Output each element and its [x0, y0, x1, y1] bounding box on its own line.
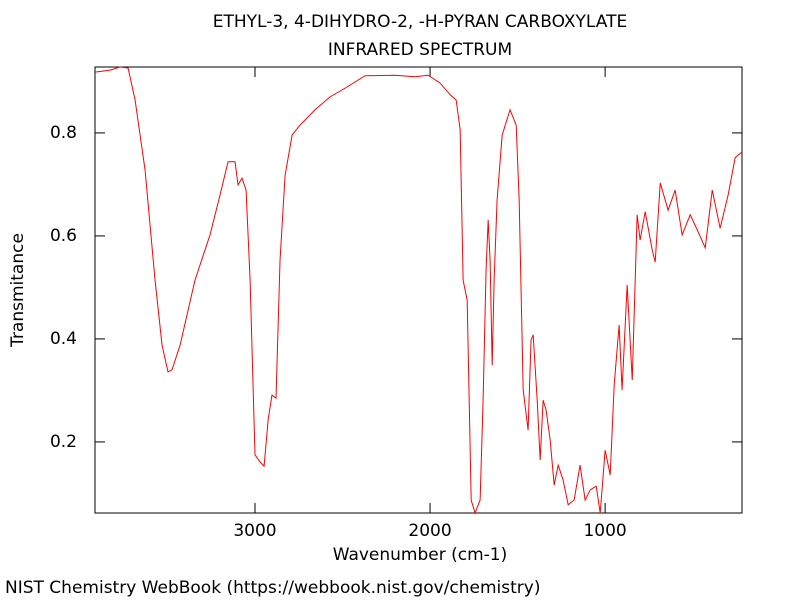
- chart-title: ETHYL-3, 4-DIHYDRO-2, -H-PYRAN CARBOXYLA…: [213, 12, 627, 32]
- y-tick-label: 0.8: [50, 123, 77, 143]
- x-tick-label: 2000: [408, 521, 451, 541]
- y-axis-label: Transmitance: [8, 233, 28, 348]
- x-axis-label: Wavenumber (cm-1): [333, 545, 508, 565]
- y-tick-label: 0.2: [50, 432, 77, 452]
- y-tick-label: 0.4: [50, 329, 77, 349]
- x-tick-label: 3000: [233, 521, 276, 541]
- chart-subtitle: INFRARED SPECTRUM: [328, 40, 512, 60]
- footer: NIST Chemistry WebBook (https://webbook.…: [5, 578, 540, 598]
- plot-frame: [94, 66, 743, 514]
- x-tick-label: 1000: [583, 521, 626, 541]
- spectrum-line: [94, 66, 743, 515]
- y-tick-label: 0.6: [50, 226, 77, 246]
